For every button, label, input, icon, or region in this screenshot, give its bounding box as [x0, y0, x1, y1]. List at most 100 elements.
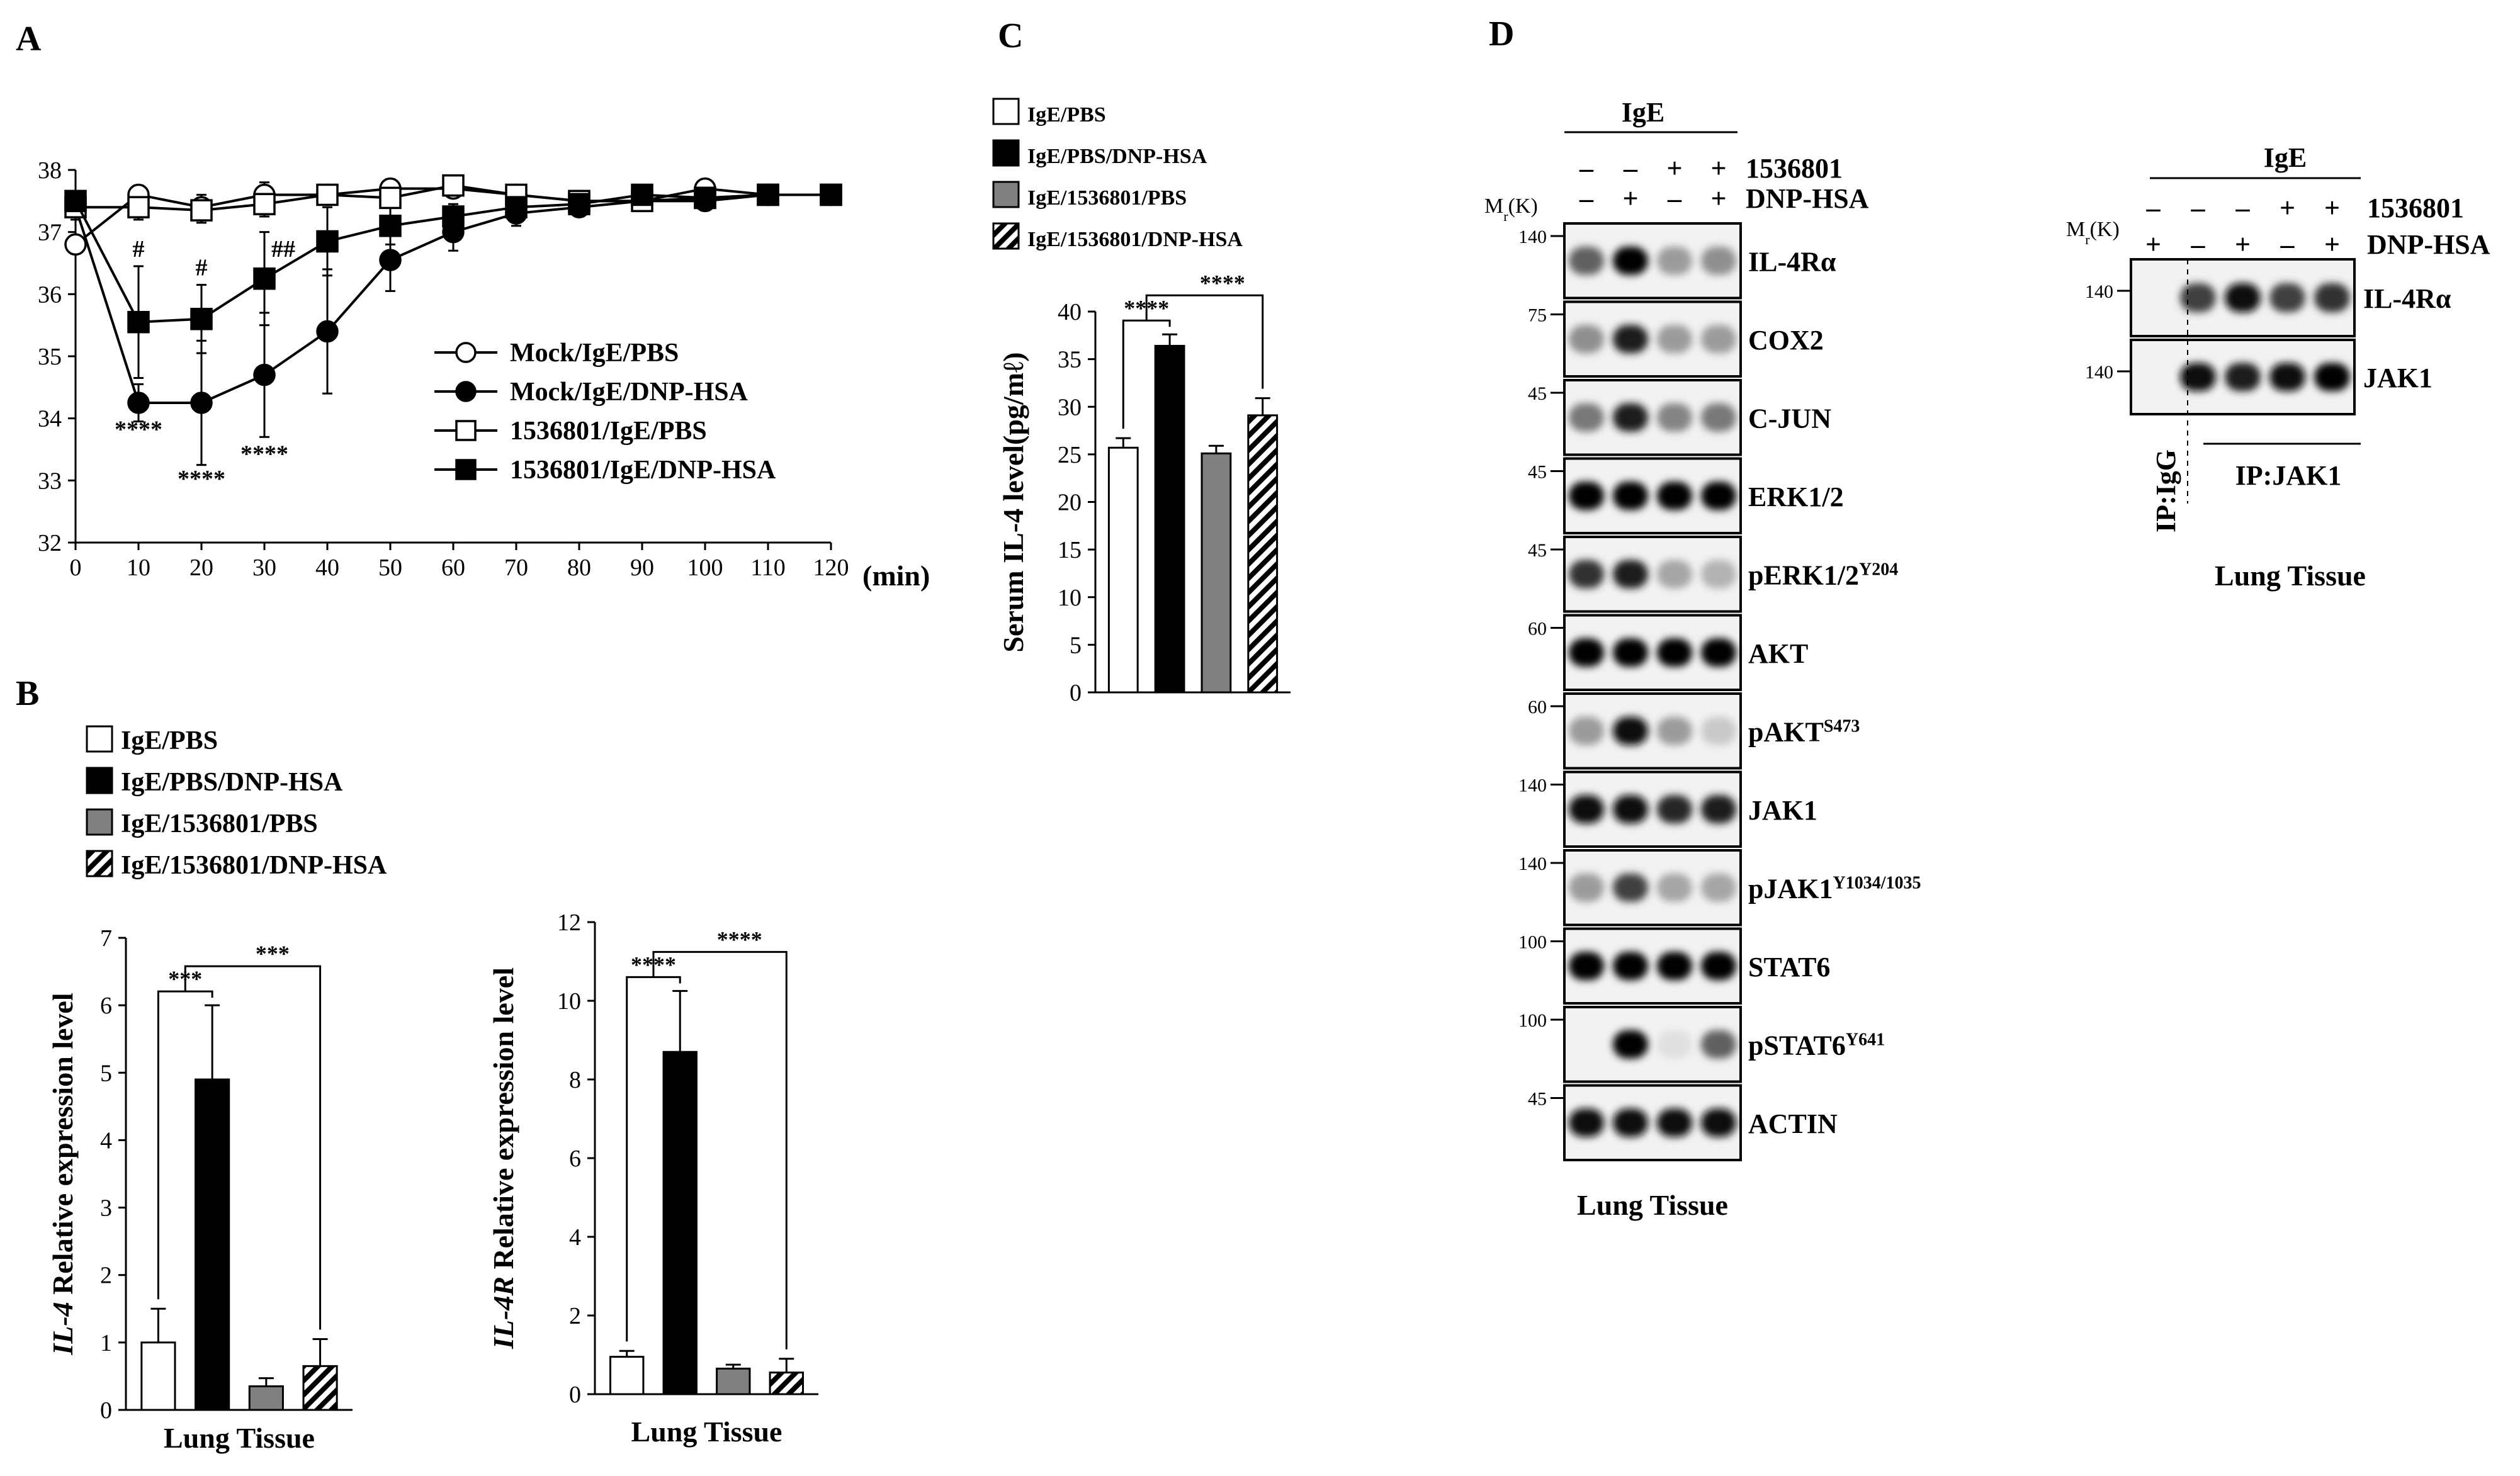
panel-b-il4r-bar-chart: 0 2 4 6 8 10 12 **** **** IL-4R Relative expressi…	[487, 910, 818, 1448]
x-tick-label: 120	[813, 555, 849, 581]
treatment-sign: –	[1623, 153, 1638, 184]
x-tick-label: 80	[567, 555, 591, 581]
y-tick-label: 34	[38, 406, 62, 432]
blot-label-sup: Y204	[1859, 560, 1898, 579]
band	[1657, 482, 1692, 510]
y-axis-label: IL-4R Relative expression level	[487, 967, 519, 1349]
data-point	[64, 233, 87, 256]
treatment-label: 1536801	[2367, 193, 2464, 223]
legend-label: IgE/1536801/DNP-HSA	[1027, 228, 1243, 251]
y-tick-label: 32	[38, 530, 62, 556]
mw-value: 140	[2085, 281, 2113, 302]
data-point	[505, 196, 528, 218]
x-tick-label: 20	[189, 555, 213, 581]
y-tick-label: 4	[100, 1127, 112, 1154]
panel-label-c: C	[998, 16, 1023, 55]
panel-c-bar-chart: 0 5 10 15 20 25 30 35 40 **** **** Serum IL-4 level…	[997, 270, 1291, 706]
significance-label: ****	[1200, 270, 1245, 295]
y-tick-label: 0	[1070, 680, 1082, 706]
band	[1613, 716, 1648, 745]
y-tick-label: 30	[1058, 394, 1082, 420]
significance-label: ***	[256, 941, 290, 966]
x-tick-label: 110	[750, 555, 786, 581]
data-point	[253, 363, 276, 386]
significance-annotation: ****	[178, 466, 225, 492]
panel-a-x-unit: (min)	[862, 560, 930, 592]
bar	[609, 1356, 645, 1395]
x-axis-label: Lung Tissue	[164, 1422, 315, 1454]
blot-bands	[1569, 716, 1736, 745]
panel-label-a: A	[16, 20, 42, 59]
data-point	[820, 183, 842, 206]
ip-igg-label: IP:IgG	[2150, 449, 2181, 532]
band	[1613, 873, 1648, 902]
band	[2180, 283, 2216, 313]
band	[1613, 560, 1648, 589]
legend-swatch	[86, 808, 113, 836]
blot-bands	[1569, 325, 1736, 354]
significance-annotation: ****	[240, 441, 288, 468]
band	[1701, 795, 1736, 824]
blot-label: pJAK1Y1034/1035	[1748, 873, 1921, 904]
treatment-sign: –	[2235, 193, 2251, 223]
mw-label: Mr(K)	[2066, 218, 2120, 247]
data-point	[127, 196, 150, 218]
band	[1613, 1030, 1648, 1059]
blot-bands	[1569, 795, 1736, 824]
data-point	[190, 199, 213, 222]
mw-label-rest: (K)	[2090, 218, 2120, 241]
blot-bands	[1569, 246, 1736, 275]
band	[2225, 283, 2261, 313]
data-point	[379, 215, 402, 237]
legend-swatch	[992, 139, 1020, 167]
significance-bracket	[1145, 294, 1264, 389]
significance-annotation: #	[196, 255, 208, 281]
y-axis-label: Serum IL-4 level(pg/mℓ)	[997, 352, 1029, 652]
y-tick-label: 5	[1070, 632, 1082, 658]
legend-marker	[455, 381, 477, 402]
blot-bands	[2180, 283, 2350, 313]
treatment-sign: +	[1666, 153, 1682, 184]
data-point	[568, 193, 590, 216]
data-point	[253, 193, 276, 216]
blot-bands	[1569, 1108, 1736, 1137]
treatment-sign: +	[2235, 229, 2251, 260]
band	[1569, 795, 1604, 824]
data-point	[442, 205, 465, 228]
blot-label-name: IL-4Rα	[1748, 246, 1836, 277]
legend-swatch	[86, 850, 113, 877]
bar	[1154, 344, 1185, 694]
treatment-sign: –	[2280, 229, 2295, 260]
legend-marker	[455, 342, 477, 363]
band	[1657, 638, 1692, 667]
band	[2180, 363, 2216, 392]
band	[1569, 403, 1604, 432]
treatment-sign: +	[1710, 153, 1726, 184]
footer-label: Lung Tissue	[2215, 560, 2366, 592]
legend-swatch	[992, 98, 1020, 125]
band	[1657, 325, 1692, 354]
x-tick-label: 0	[70, 555, 82, 581]
band	[1569, 560, 1604, 589]
data-point	[127, 310, 150, 334]
band	[1701, 873, 1736, 902]
x-tick-label: 60	[441, 555, 465, 581]
y-tick-label: 33	[38, 468, 62, 494]
mw-value: 60	[1528, 697, 1547, 718]
blot-label-name: C-JUN	[1748, 403, 1831, 434]
blot-label: pSTAT6Y641	[1748, 1030, 1885, 1061]
blot-bands	[1569, 952, 1736, 981]
significance-label: ****	[1124, 295, 1169, 320]
legend-label: 1536801/IgE/PBS	[510, 417, 707, 446]
band	[1613, 246, 1648, 275]
mw-label: Mr(K)	[1484, 194, 1538, 224]
y-tick-label: 4	[569, 1224, 581, 1251]
ip-jak1-label: IP:JAK1	[2235, 460, 2342, 491]
panel-a-line-chart: 32 33 34 35 36 37 38 0 10 20 30 40 50 60 70 80 90 100 110 1…	[38, 157, 849, 581]
blot-bands	[1569, 482, 1736, 510]
band	[1657, 795, 1692, 824]
band	[1613, 952, 1648, 981]
band	[1657, 403, 1692, 432]
blot-label-name: pERK1/2	[1748, 560, 1859, 590]
legend-label: IgE/PBS	[1027, 103, 1106, 127]
